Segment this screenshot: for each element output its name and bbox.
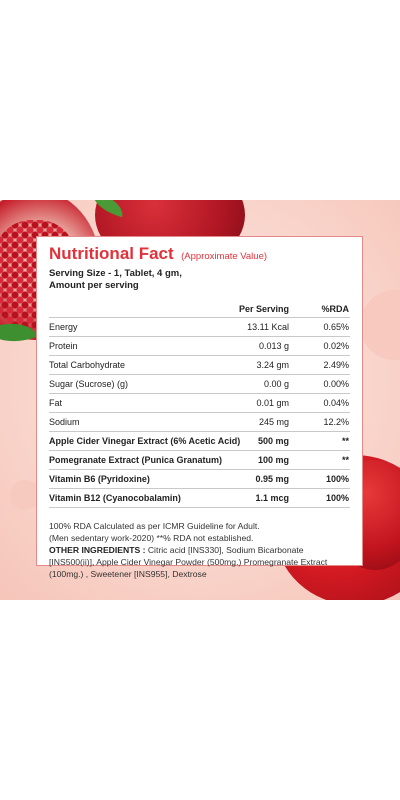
- rda-note-line-1: 100% RDA Calculated as per ICMR Guidelin…: [49, 521, 260, 531]
- card-header: Nutritional Fact (Approximate Value): [49, 243, 350, 268]
- table-row: Protein 0.013 g 0.02%: [49, 336, 350, 355]
- nutrient-serving: 13.11 Kcal: [247, 322, 289, 332]
- nutrient-name: Total Carbohydrate: [49, 360, 126, 370]
- nutrient-serving: 0.013 g: [258, 341, 289, 351]
- rda-note-line-2: (Men sedentary work-2020) **% RDA not es…: [49, 533, 254, 543]
- nutrient-serving: 500 mg: [257, 436, 289, 446]
- table-row: Fat 0.01 gm 0.04%: [49, 393, 350, 412]
- nutrient-name: Sugar (Sucrose) (g): [49, 379, 129, 389]
- footnotes: 100% RDA Calculated as per ICMR Guidelin…: [49, 520, 350, 580]
- table-row: Pomegranate Extract (Punica Granatum) 10…: [49, 450, 350, 469]
- nutrient-rda: **: [341, 455, 349, 465]
- column-header-per-serving: Per Serving: [238, 304, 289, 314]
- nutrient-rda: 2.49%: [323, 360, 349, 370]
- table-row: Vitamin B6 (Pyridoxine) 0.95 mg 100%: [49, 469, 350, 488]
- nutrient-rda: 0.02%: [323, 341, 349, 351]
- nutrient-serving: 0.95 mg: [255, 474, 289, 484]
- nutrient-serving: 0.01 gm: [256, 398, 289, 408]
- nutrient-rda: 0.00%: [323, 379, 349, 389]
- nutrient-rda: 0.65%: [323, 322, 349, 332]
- ingredients-note: OTHER INGREDIENTS : Citric acid [INS330]…: [49, 544, 350, 580]
- decorative-circle: [360, 290, 400, 360]
- amount-per-serving: Amount per serving: [49, 280, 139, 291]
- nutrient-serving: 1.1 mcg: [255, 493, 289, 503]
- table-row: Sodium 245 mg 12.2%: [49, 412, 350, 431]
- ingredients-text: Citric acid [INS330], Sodium Bicarbonate…: [49, 545, 328, 579]
- decorative-circle: [10, 480, 40, 510]
- nutrition-title: Nutritional Fact: [49, 244, 174, 263]
- nutrient-name: Fat: [49, 398, 63, 408]
- nutrition-table: Per Serving %RDA Energy 13.11 Kcal 0.65%…: [49, 301, 350, 508]
- nutrient-rda: 12.2%: [323, 417, 349, 427]
- nutrient-name: Vitamin B12 (Cyanocobalamin): [49, 493, 181, 503]
- table-header-row: Per Serving %RDA: [49, 301, 350, 317]
- nutrient-serving: 100 mg: [257, 455, 289, 465]
- nutrient-name: Apple Cider Vinegar Extract (6% Acetic A…: [49, 436, 241, 446]
- nutrient-rda: 100%: [325, 493, 349, 503]
- nutrient-rda: 0.04%: [323, 398, 349, 408]
- serving-size: Serving Size - 1, Tablet, 4 gm,: [49, 268, 182, 279]
- nutrition-subtitle: (Approximate Value): [181, 251, 268, 262]
- table-row: Apple Cider Vinegar Extract (6% Acetic A…: [49, 431, 350, 450]
- nutrient-serving: 3.24 gm: [256, 360, 289, 370]
- nutrient-serving: 245 mg: [258, 417, 289, 427]
- table-row: Sugar (Sucrose) (g) 0.00 g 0.00%: [49, 374, 350, 393]
- nutrient-serving: 0.00 g: [263, 379, 289, 389]
- nutrient-name: Energy: [49, 322, 78, 332]
- nutrient-name: Protein: [49, 341, 78, 351]
- nutrient-name: Vitamin B6 (Pyridoxine): [49, 474, 150, 484]
- nutrient-rda: **: [341, 436, 349, 446]
- table-row: Energy 13.11 Kcal 0.65%: [49, 317, 350, 336]
- nutrient-name: Pomegranate Extract (Punica Granatum): [49, 455, 223, 465]
- table-row: Total Carbohydrate 3.24 gm 2.49%: [49, 355, 350, 374]
- column-header-rda: %RDA: [321, 304, 349, 314]
- nutrient-rda: 100%: [325, 474, 349, 484]
- nutrient-name: Sodium: [49, 417, 80, 427]
- ingredients-label: OTHER INGREDIENTS :: [49, 545, 146, 555]
- nutrition-facts-card: Nutritional Fact (Approximate Value) Ser…: [36, 236, 363, 579]
- table-row: Vitamin B12 (Cyanocobalamin) 1.1 mcg 100…: [49, 488, 350, 508]
